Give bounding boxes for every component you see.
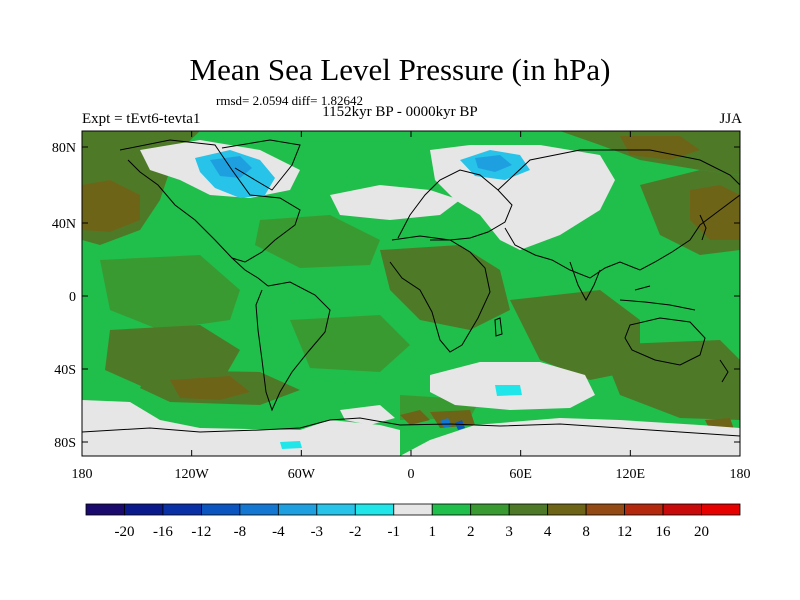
y-tick-label: 80N	[52, 141, 76, 156]
field-brown-pacific-e	[690, 185, 740, 240]
legend-label: 3	[505, 524, 513, 540]
field-grey-southern-ocean-w	[82, 400, 400, 456]
legend-swatch	[470, 503, 510, 516]
legend-label: 16	[656, 524, 672, 540]
legend-label: 12	[617, 524, 632, 540]
field-olive-africa	[380, 245, 510, 330]
coast-asia	[497, 149, 740, 279]
color-legend: -20 -16 -12 -8 -4 -3 -2 -1 1 2 3 4 8 12 16 20	[85, 503, 741, 540]
field-grey-north-atlantic	[330, 185, 460, 220]
x-tick-label: 120W	[175, 467, 210, 482]
coastlines	[82, 139, 740, 437]
coast-australia	[624, 317, 706, 366]
coast-japan	[699, 214, 707, 241]
legend-swatch	[547, 503, 587, 516]
coast-india	[569, 261, 601, 302]
experiment-label: Expt = tEvt6-tevta1	[82, 111, 201, 127]
legend-label: -2	[349, 524, 362, 540]
x-tick-label: 120E	[616, 467, 646, 482]
legend-swatch	[585, 503, 625, 516]
axes: 180 120W 60W 0 60E 120E 180 80N 40N 0 40S 80S	[52, 131, 751, 482]
legend-swatch	[508, 503, 549, 516]
field-olive-south-atlantic	[290, 315, 410, 372]
legend-swatch	[662, 503, 702, 516]
map-title: Mean Sea Level Pressure (in hPa)	[189, 52, 611, 87]
field-blue-antarctic-b	[455, 420, 465, 430]
field-grey-southern-ocean-e	[400, 418, 740, 456]
y-tick-label: 40N	[52, 217, 76, 232]
season-label: JJA	[719, 111, 742, 127]
y-tick-label: 80S	[54, 436, 76, 451]
legend-swatch	[316, 503, 356, 516]
legend-swatch	[277, 503, 318, 516]
y-tick-label: 40S	[54, 363, 76, 378]
field-brown-antarctic-b	[430, 410, 475, 428]
legend-swatch	[701, 503, 741, 516]
field-blue-barents	[475, 155, 512, 172]
legend-label: -4	[272, 524, 285, 540]
legend-swatch	[162, 503, 202, 516]
coast-central-america	[231, 257, 269, 287]
period-label: 1152kyr BP - 0000kyr BP	[322, 104, 478, 120]
y-tick-label: 0	[69, 290, 76, 305]
legend-label: 2	[467, 524, 475, 540]
legend-label: -12	[191, 524, 211, 540]
legend-swatch	[393, 503, 433, 516]
x-tick-label: 60E	[509, 467, 532, 482]
field-brown-antarctic-a	[400, 410, 430, 425]
coast-north-america	[119, 139, 301, 263]
field-cyan-antarctic-w	[280, 441, 302, 449]
legend-swatch	[354, 503, 395, 516]
field-olive-atlantic-n	[255, 215, 380, 268]
field-olive-pacific-trop	[100, 255, 240, 330]
field-grey-sw-atlantic	[340, 405, 395, 425]
legend-label: 20	[694, 524, 709, 540]
field-cyan-south-indian	[495, 385, 522, 396]
coast-antarctica	[82, 417, 740, 437]
pressure-field	[82, 131, 740, 456]
legend-label: -3	[311, 524, 324, 540]
legend-label: -8	[234, 524, 247, 540]
x-tick-label: 60W	[288, 467, 316, 482]
legend-label: -1	[388, 524, 401, 540]
coast-indonesia	[619, 285, 696, 311]
legend-swatch	[201, 503, 241, 516]
coast-new-zealand	[719, 359, 729, 383]
field-brown-arctic-e	[620, 136, 700, 160]
legend-label: 4	[544, 524, 552, 540]
legend-swatch	[85, 503, 125, 516]
legend-swatch	[431, 503, 472, 516]
field-brown-south-pacific	[170, 376, 250, 400]
x-tick-label: 180	[730, 467, 751, 482]
field-blue-antarctic-a	[440, 418, 452, 428]
coast-madagascar	[494, 317, 503, 337]
legend-label: -16	[153, 524, 173, 540]
coast-greenland	[221, 139, 301, 191]
coast-south-america	[255, 281, 331, 412]
legend-swatch	[624, 503, 664, 516]
legend-label: 8	[582, 524, 590, 540]
x-tick-label: 0	[408, 467, 415, 482]
legend-swatch	[239, 503, 279, 516]
legend-label: -20	[114, 524, 134, 540]
stats-line: rmsd= 2.0594 diff= 1.82642	[216, 93, 363, 108]
field-olive-southern-ocean-b	[600, 340, 740, 420]
x-tick-label: 180	[72, 467, 93, 482]
legend-label: 1	[428, 524, 436, 540]
coast-africa	[389, 235, 491, 353]
legend-swatch	[124, 503, 164, 516]
field-blue-greenland	[210, 156, 252, 178]
field-brown-pacific-w	[82, 180, 140, 232]
